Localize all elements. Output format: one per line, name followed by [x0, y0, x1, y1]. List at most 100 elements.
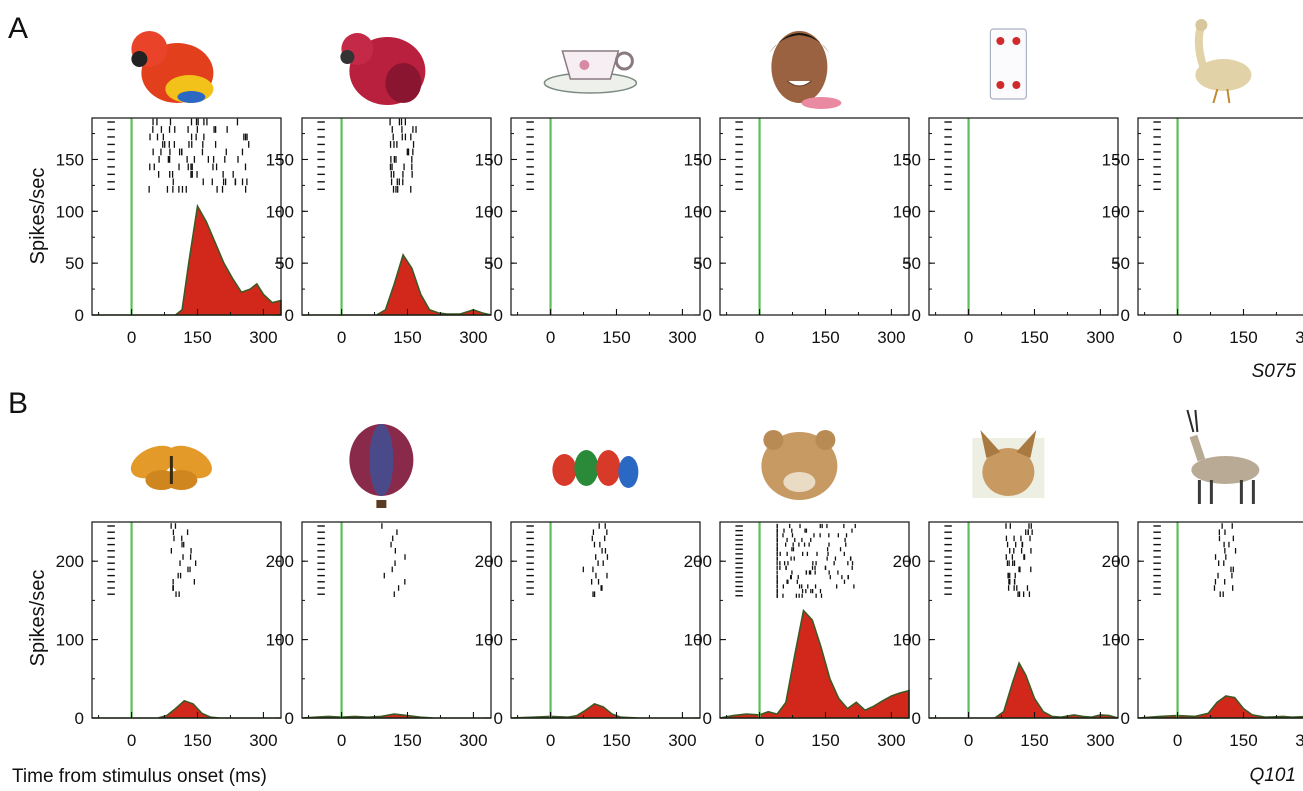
subplot-A-6: 0 50 100 150 0 150 300 [1102, 19, 1303, 347]
x-tick-label: 300 [668, 731, 696, 750]
plot-frame [91, 117, 282, 316]
x-tick-label: 0 [755, 731, 764, 750]
x-tick-label: 150 [183, 731, 211, 750]
caracal-head [982, 448, 1035, 496]
x-tick-label: 0 [337, 731, 346, 750]
teacup-icon [543, 50, 638, 94]
y-axis-title-a: Spikes/sec [27, 168, 49, 265]
psth-area [719, 608, 910, 719]
x-tick-label: 0 [546, 328, 555, 347]
plot-frame [510, 117, 701, 316]
y-tick-label: 0 [75, 306, 84, 325]
x-tick-label: 300 [459, 731, 487, 750]
cell-id-a: S075 [1252, 361, 1297, 382]
ear [815, 430, 836, 450]
wing [165, 470, 198, 490]
y-tick-label: 100 [1102, 631, 1130, 650]
x-tick-label: 300 [1086, 328, 1114, 347]
psth-area [1137, 695, 1303, 719]
y-tick-label: 150 [684, 150, 712, 169]
x-tick-label: 0 [755, 328, 764, 347]
plot-frame [301, 117, 492, 316]
y-tick-label: 50 [902, 254, 921, 273]
y-tick-label: 150 [475, 150, 503, 169]
x-tick-label: 150 [393, 328, 421, 347]
x-tick-label: 300 [1086, 731, 1114, 750]
y-tick-label: 0 [75, 709, 84, 728]
plot-frame [719, 521, 910, 719]
y-tick-label: 100 [266, 631, 294, 650]
raster [735, 121, 743, 191]
x-tick-label: 150 [811, 731, 839, 750]
subplot-A-1: 0 50 100 150 0 150 300 [56, 31, 282, 347]
y-tick-label: 0 [285, 306, 294, 325]
x-axis-title: Time from stimulus onset (ms) [12, 766, 267, 787]
x-tick-label: 0 [127, 328, 136, 347]
macaw-wing [385, 63, 422, 103]
raster [1153, 523, 1237, 597]
raster [317, 118, 417, 193]
y-tick-label: 0 [494, 306, 503, 325]
subplot-A-5: 0 50 100 150 0 150 300 [893, 28, 1119, 347]
raster [526, 523, 609, 597]
x-tick-label: 150 [393, 731, 421, 750]
oryx-neck [1189, 434, 1206, 462]
bird [596, 450, 621, 486]
y-tick-label: 100 [893, 631, 921, 650]
face [771, 31, 828, 103]
psth-area [510, 703, 700, 719]
goose-body [1195, 59, 1252, 91]
cup-flower [579, 60, 590, 70]
plot-frame [928, 117, 1119, 316]
muzzle [783, 472, 816, 492]
cell-id-b: Q101 [1250, 765, 1296, 786]
x-tick-label: 0 [1173, 328, 1182, 347]
plot-frame [928, 521, 1119, 719]
heart [996, 81, 1005, 89]
plot-frame [301, 521, 492, 719]
psth-area [929, 661, 1119, 719]
panel-b-label: B [8, 387, 28, 420]
hair [769, 33, 830, 53]
x-tick-label: 150 [811, 328, 839, 347]
x-tick-label: 300 [877, 731, 905, 750]
x-tick-label: 150 [1020, 731, 1048, 750]
x-tick-label: 0 [964, 731, 973, 750]
plot-frame [1137, 117, 1303, 316]
x-tick-label: 150 [602, 731, 630, 750]
shirt [801, 97, 842, 109]
panel-a-label: A [8, 12, 28, 45]
basket [376, 500, 387, 508]
cup-handle [614, 51, 634, 71]
y-tick-label: 0 [285, 709, 294, 728]
y-tick-label: 100 [56, 202, 84, 221]
subplot-A-2: 0 50 100 150 0 150 300 [266, 33, 492, 347]
parrot-icon [131, 31, 214, 103]
balloon-stripe [369, 424, 394, 496]
oryx-body [1191, 456, 1260, 484]
y-tick-label: 200 [893, 552, 921, 571]
y-tick-label: 50 [1111, 254, 1130, 273]
y-tick-label: 0 [1121, 306, 1130, 325]
psth-area [302, 253, 492, 316]
cougar-icon [761, 430, 838, 500]
ear [980, 430, 1001, 458]
y-tick-label: 100 [684, 631, 712, 650]
y-tick-label: 0 [494, 709, 503, 728]
subplot-A-3: 0 50 100 150 0 150 300 [475, 50, 701, 347]
goose-leg [1212, 88, 1219, 104]
x-tick-label: 150 [1229, 731, 1257, 750]
subplot-B-4: 0 100 200 0 150 300 [684, 430, 910, 750]
y-tick-label: 100 [475, 631, 503, 650]
y-tick-label: 100 [56, 631, 84, 650]
bird [618, 456, 639, 488]
x-tick-label: 300 [668, 328, 696, 347]
plot-frame [91, 521, 282, 719]
x-tick-label: 300 [249, 328, 277, 347]
x-tick-label: 300 [877, 328, 905, 347]
heart [996, 37, 1005, 45]
playing-card-icon [989, 28, 1027, 100]
heart [1012, 37, 1021, 45]
cup [561, 50, 620, 80]
